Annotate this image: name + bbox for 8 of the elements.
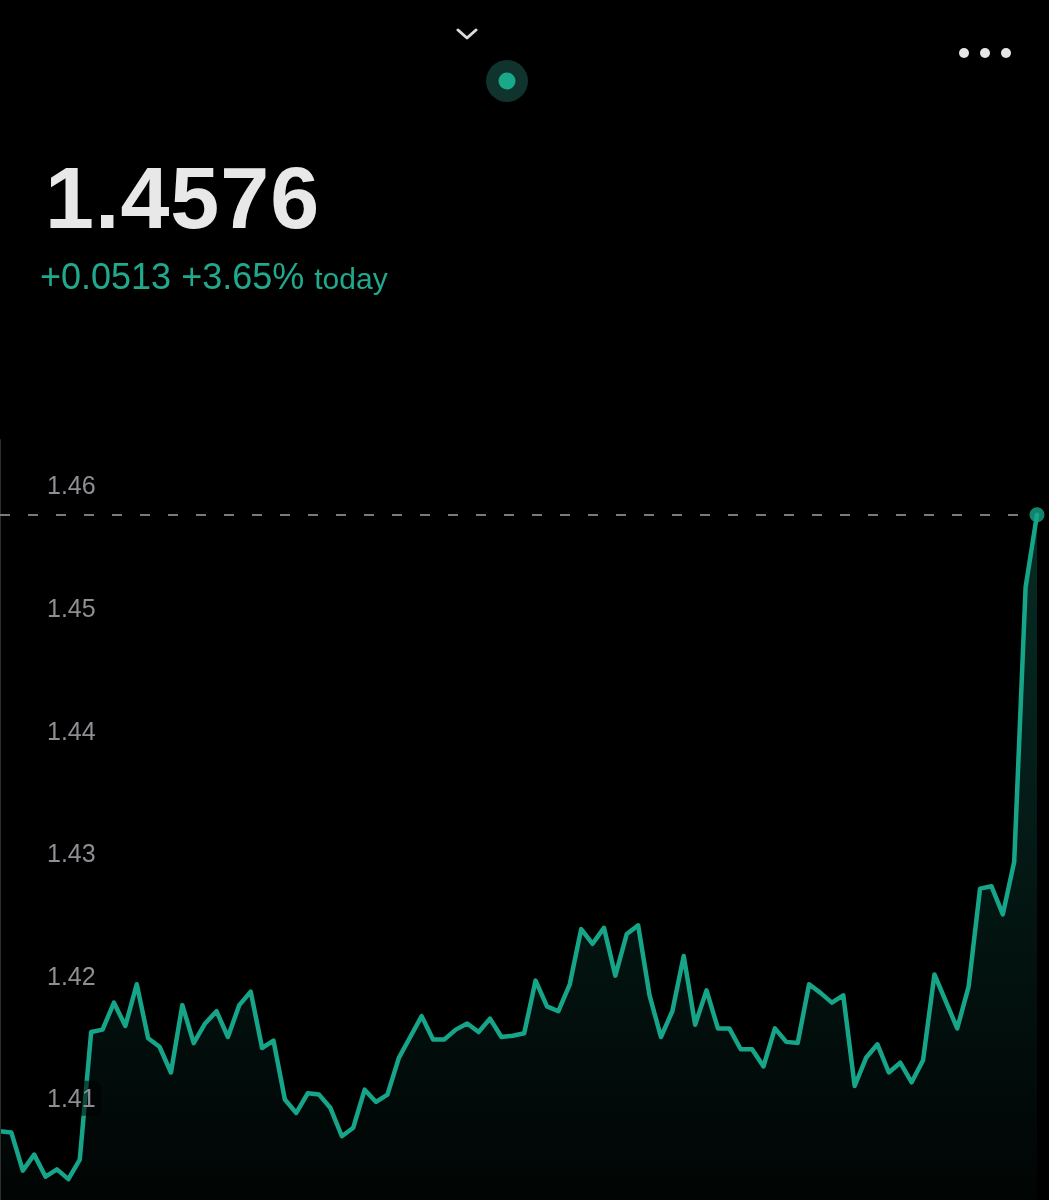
y-tick-label: 1.44	[47, 716, 96, 745]
y-tick-label: 1.42	[47, 961, 96, 990]
chart-subtitle: +0.0513 +3.65% today	[40, 256, 388, 297]
chart-title: 1.4576	[45, 148, 321, 247]
y-tick-label: 1.41	[47, 1084, 96, 1113]
y-tick-label: 1.46	[47, 471, 96, 500]
y-tick-label: 1.45	[47, 593, 96, 622]
y-tick-label: 1.43	[47, 839, 96, 868]
